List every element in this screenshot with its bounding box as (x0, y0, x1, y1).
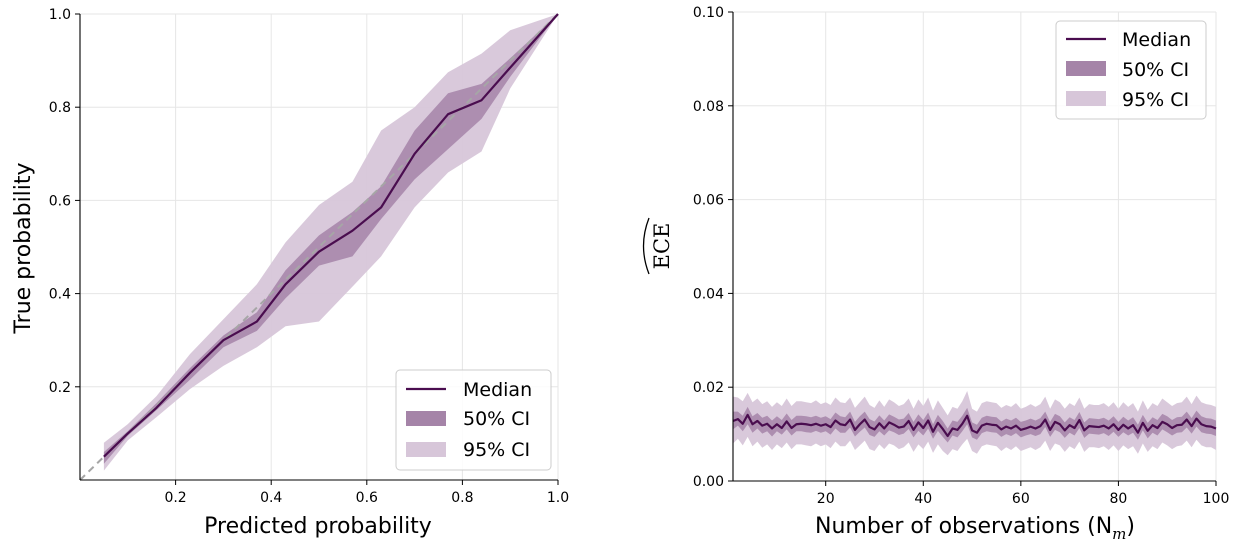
ece-ci50-band (733, 406, 1216, 443)
ece-y-axis-label: ECE (642, 217, 674, 275)
ece-legend-ci95-label: 95% CI (1122, 89, 1189, 111)
ece-x-axis-label-close-paren: ) (1126, 514, 1135, 539)
calibration-y-axis-label: True probability (11, 162, 36, 334)
calibration-x-axis-label: Predicted probability (204, 514, 432, 539)
ece-ci95-band (733, 390, 1216, 456)
calibration-x-ticks: 0.2 0.4 0.6 0.8 1.0 (164, 480, 569, 506)
ece-y-axis-label-hat (642, 217, 650, 275)
ece-x-tick-label: 100 (1203, 491, 1230, 507)
calibration-x-tick-label: 1.0 (547, 490, 569, 506)
ece-x-tick-label: 40 (914, 491, 932, 507)
calibration-median-line (103, 13, 559, 458)
ece-x-tick-label: 60 (1012, 491, 1030, 507)
ece-y-tick-label: 0.00 (693, 474, 724, 490)
ece-x-tick-label: 20 (817, 491, 835, 507)
ece-panel: 20 40 60 80 100 0.00 0.02 0.04 0.06 0.08 0.10 Num… (642, 5, 1230, 540)
ece-legend-ci50-label: 50% CI (1122, 59, 1189, 81)
calibration-y-tick-label: 0.2 (49, 380, 71, 396)
ece-x-tick-label: 80 (1110, 491, 1128, 507)
calibration-legend-ci50-swatch (406, 411, 446, 426)
ece-plot-area (732, 390, 1217, 456)
ece-y-axis-label-text: ECE (650, 223, 674, 270)
ece-y-tick-label: 0.08 (693, 99, 724, 115)
calibration-ci50-band (103, 14, 559, 464)
ece-y-tick-label: 0.06 (693, 193, 724, 209)
calibration-legend-ci95-label: 95% CI (463, 439, 530, 461)
calibration-y-tick-label: 0.4 (49, 287, 71, 303)
calibration-legend-ci50-label: 50% CI (463, 408, 530, 430)
ece-y-tick-label: 0.10 (693, 5, 724, 21)
ece-x-axis-label: Number of observations (Nm) (815, 514, 1135, 540)
calibration-y-tick-label: 0.6 (49, 193, 71, 209)
ece-y-tick-label: 0.04 (693, 286, 724, 302)
ece-x-axis-label-subscript: m (1112, 525, 1126, 540)
calibration-y-tick-label: 1.0 (49, 7, 71, 23)
calibration-legend-median-label: Median (463, 379, 532, 401)
calibration-x-tick-label: 0.2 (164, 490, 186, 506)
calibration-legend-ci95-swatch (406, 442, 446, 457)
ece-legend-ci95-swatch (1066, 91, 1106, 106)
ece-x-axis-label-main: Number of observations (N (815, 514, 1112, 539)
ece-x-ticks: 20 40 60 80 100 (817, 481, 1230, 507)
ece-y-tick-label: 0.02 (693, 380, 724, 396)
calibration-y-tick-label: 0.8 (49, 100, 71, 116)
calibration-legend: Median 50% CI 95% CI (395, 369, 552, 471)
calibration-panel: 0.2 0.4 0.6 0.8 1.0 0.2 0.4 0.6 0.8 1.0 Predicte… (11, 7, 569, 539)
ece-legend-median-label: Median (1122, 29, 1191, 51)
ece-y-ticks: 0.00 0.02 0.04 0.06 0.08 0.10 (693, 5, 733, 490)
calibration-plot-area (79, 13, 559, 481)
ece-legend-ci50-swatch (1066, 61, 1106, 76)
ece-median-line (732, 413, 1217, 438)
calibration-diagonal-line (79, 13, 559, 481)
calibration-x-tick-label: 0.8 (451, 490, 473, 506)
ece-axes (732, 12, 1216, 482)
calibration-x-tick-label: 0.4 (260, 490, 282, 506)
calibration-x-tick-label: 0.6 (356, 490, 378, 506)
calibration-axes (79, 14, 558, 481)
calibration-y-ticks: 0.2 0.4 0.6 0.8 1.0 (49, 7, 80, 396)
ece-legend: Median 50% CI 95% CI (1055, 20, 1207, 120)
